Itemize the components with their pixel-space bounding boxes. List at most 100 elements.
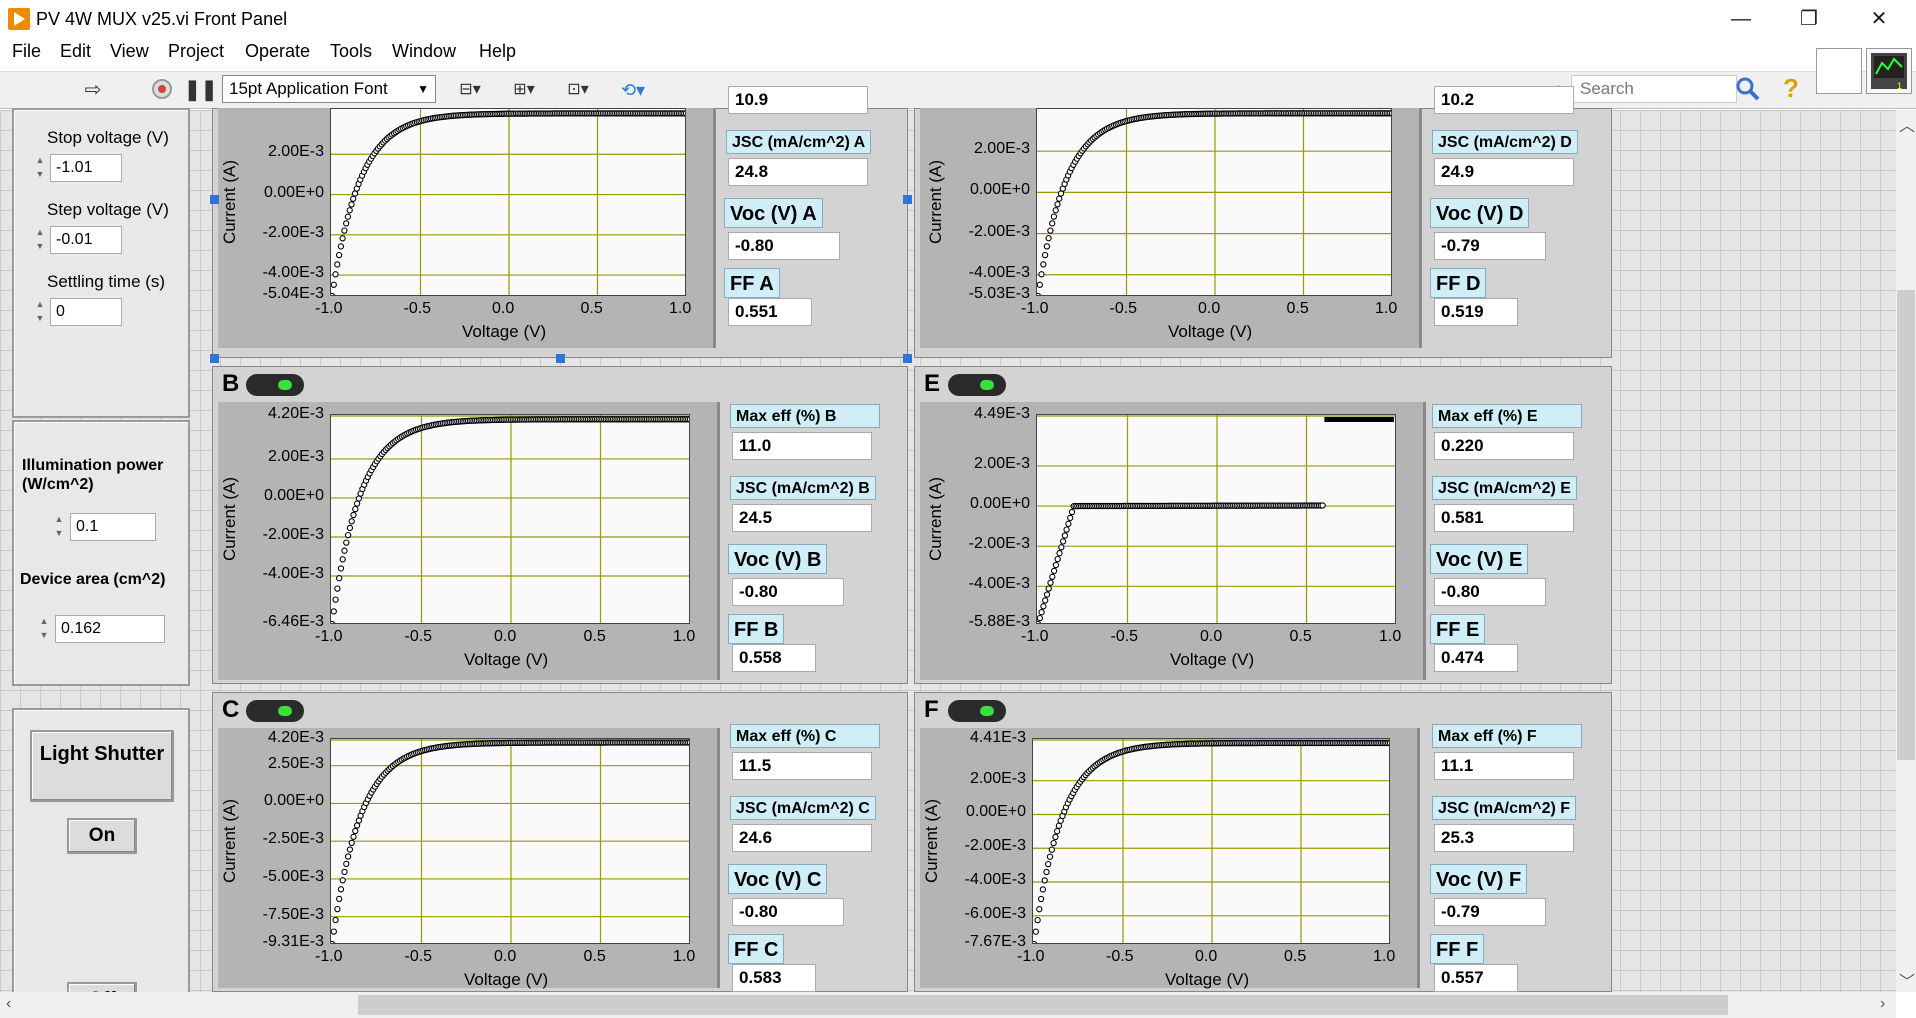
plot-area[interactable] [330,108,686,296]
plot-area[interactable] [1036,414,1396,624]
plot-area[interactable] [330,414,690,624]
light-shutter-button[interactable]: Light Shutter [30,730,174,802]
menu-edit[interactable]: Edit [60,41,92,61]
chevron-down-icon: ▼ [417,82,429,96]
settling-time-spinner[interactable]: ▲ ▼ [35,299,45,323]
ff-label: FF E [1430,614,1486,644]
data-point [334,261,341,268]
iv-curve-plot [1037,109,1391,295]
selection-handle[interactable] [210,354,219,363]
stop-voltage-field[interactable]: -1.01 [50,154,122,182]
voc-indicator: -0.80 [728,232,840,260]
cluster-letter: E [924,370,941,397]
scroll-left-icon[interactable]: ‹ [6,995,12,1012]
reorder-icon[interactable]: ⟲▾ [620,80,646,100]
plot-area[interactable] [330,738,690,944]
ff-label: FF A [724,268,780,298]
x-tick-label: 1.0 [673,628,696,645]
search-icon[interactable] [1734,75,1762,103]
x-axis-label: Voltage (V) [462,322,547,341]
distribute-objects-icon[interactable]: ⊞▾ [513,81,535,98]
data-point [1049,573,1056,580]
minimize-button[interactable]: — [1731,8,1751,30]
stop-voltage-spinner[interactable]: ▲ ▼ [35,155,45,179]
ff-indicator: 0.557 [1434,964,1518,992]
data-cluster-mark [1324,417,1394,422]
cluster-letter: C [222,696,240,723]
jsc-indicator: 24.9 [1434,158,1574,186]
device-area-spinner[interactable]: ▲ ▼ [39,616,49,640]
plot-area[interactable] [1036,108,1392,296]
data-point [1055,822,1063,829]
selection-handle[interactable] [903,354,912,363]
data-point [1054,201,1061,208]
cluster-letter: B [222,370,240,397]
plot-area[interactable] [1032,738,1390,944]
restore-button[interactable]: ❐ [1800,8,1818,30]
x-tick-label: 1.0 [1373,948,1396,965]
data-point [1052,561,1060,569]
resize-objects-icon[interactable]: ⊡▾ [567,81,589,98]
run-arrow-icon[interactable]: ⇨ [84,79,102,101]
close-button[interactable]: ✕ [1870,8,1888,30]
data-point [1033,940,1037,943]
font-select[interactable]: 15pt Application Font ▼ [222,75,436,103]
scroll-down-icon[interactable]: ﹀ [1899,974,1916,991]
search-input[interactable]: Search [1571,75,1737,103]
data-point [1033,928,1039,935]
vi-icon[interactable]: 1 [1866,48,1912,94]
y-tick-label: 2.00E-3 [267,143,324,161]
menu-project[interactable]: Project [168,41,225,61]
connector-pane-icon[interactable] [1816,48,1862,94]
selection-handle[interactable] [903,195,912,204]
voc-label: Voc (V) C [728,864,828,894]
menu-tools[interactable]: Tools [330,41,373,61]
voc-label: Voc (V) D [1430,198,1530,228]
data-point [1388,110,1391,117]
step-voltage-spinner[interactable]: ▲ ▼ [35,227,45,251]
shutter-on-button[interactable]: On [67,818,137,854]
scroll-up-icon[interactable]: ︿ [1899,118,1916,135]
x-axis-label: Voltage (V) [1165,970,1250,989]
settling-time-field[interactable]: 0 [50,298,122,326]
max-eff-indicator: 11.1 [1434,752,1574,780]
data-point [1050,839,1057,847]
status-led [948,374,1006,396]
align-objects-icon[interactable]: ⊟▾ [459,81,481,98]
menu-window[interactable]: Window [392,41,457,61]
step-voltage-field[interactable]: -0.01 [50,226,122,254]
window-title: PV 4W MUX v25.vi Front Panel [36,9,288,29]
data-point [339,235,346,242]
x-tick-label: 0.0 [1195,948,1218,965]
data-point [344,213,352,220]
help-icon[interactable]: ? [1783,73,1799,103]
y-tick-label: 0.00E+0 [263,486,324,504]
y-tick-label: -5.00E-3 [262,867,324,885]
scroll-right-icon[interactable]: › [1880,995,1886,1012]
menu-help[interactable]: Help [479,41,517,61]
data-point [1034,916,1041,924]
horizontal-scroll-thumb[interactable] [358,995,1728,1015]
selection-handle[interactable] [556,354,565,363]
status-led [246,374,304,396]
vertical-scroll-thumb[interactable] [1897,290,1915,760]
menu-file[interactable]: File [12,41,42,61]
data-point [331,928,337,935]
pause-icon[interactable]: ❚❚ [184,79,218,101]
device-area-field[interactable]: 0.162 [55,615,165,643]
ff-label: FF D [1430,268,1487,298]
voc-indicator: -0.80 [1434,578,1546,606]
selection-handle[interactable] [210,195,219,204]
data-point [344,531,352,539]
illumination-power-spinner[interactable]: ▲ ▼ [54,514,64,538]
x-axis-label: Voltage (V) [464,650,549,669]
data-point [1045,585,1052,592]
x-tick-label: 0.5 [1286,300,1309,317]
abort-icon[interactable] [152,79,172,99]
data-point [331,608,337,615]
data-point [1037,292,1041,295]
menu-operate[interactable]: Operate [245,41,311,61]
menu-view[interactable]: View [110,41,149,61]
illumination-power-field[interactable]: 0.1 [70,513,156,541]
step-voltage-label: Step voltage (V) [47,200,169,219]
